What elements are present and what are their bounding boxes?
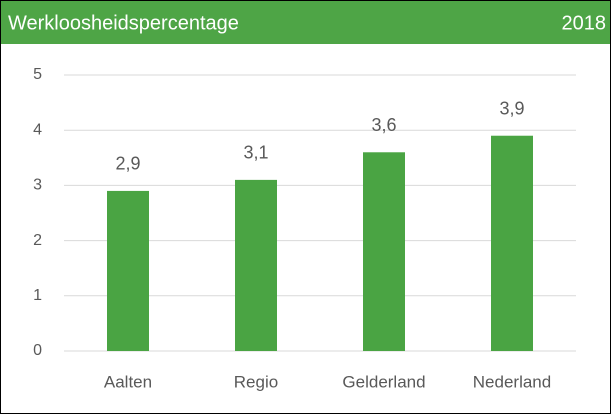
y-tick-label: 0 [33, 342, 42, 359]
data-label: 3,9 [499, 98, 524, 118]
data-label: 3,6 [371, 115, 396, 135]
x-tick-label: Aalten [104, 372, 152, 391]
data-label: 3,1 [243, 143, 268, 163]
y-tick-label: 1 [33, 287, 42, 304]
y-tick-label: 3 [33, 177, 42, 194]
chart-title: Werkloosheidspercentage [8, 12, 239, 34]
bar [363, 152, 405, 351]
bar [235, 179, 277, 351]
x-tick-label: Regio [234, 372, 278, 391]
bar [491, 135, 533, 351]
y-tick-label: 2 [33, 232, 42, 249]
x-tick-label: Gelderland [342, 372, 425, 391]
y-tick-label: 5 [33, 66, 42, 83]
y-tick-label: 4 [33, 121, 42, 138]
data-label: 2,9 [115, 154, 140, 174]
chart-subtitle: 2018 [562, 12, 607, 34]
bar [107, 190, 149, 351]
header-band [1, 1, 610, 44]
x-tick-label: Nederland [473, 372, 551, 391]
